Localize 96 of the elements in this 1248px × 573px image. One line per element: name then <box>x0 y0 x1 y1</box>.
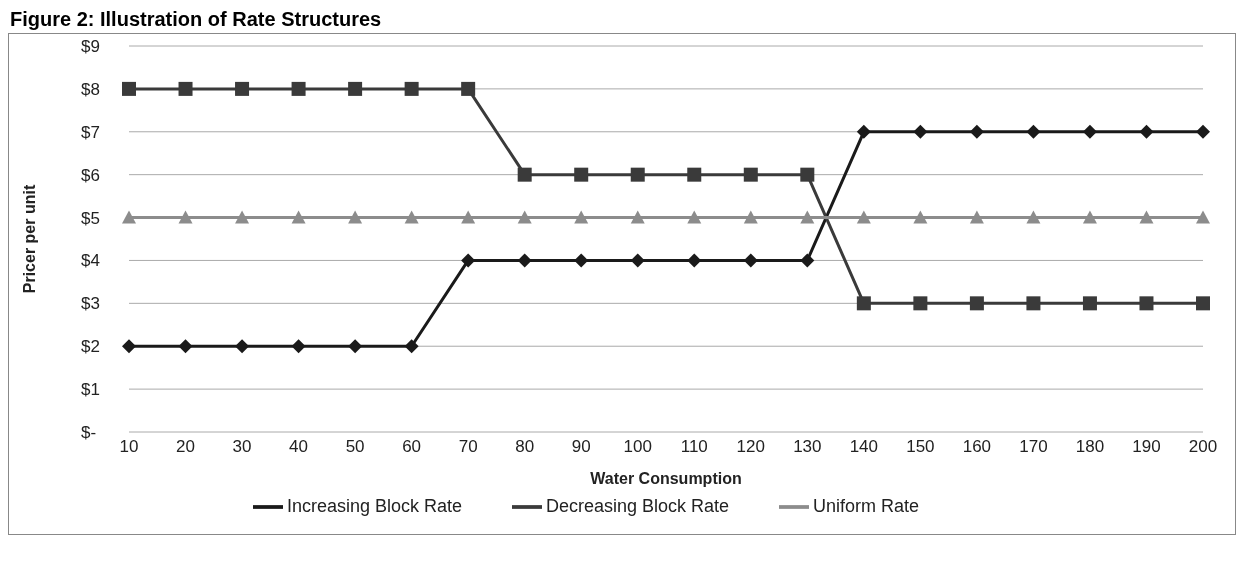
y-tick-label: $6 <box>81 165 100 185</box>
point <box>913 296 928 311</box>
y-tick-label: $1 <box>81 380 100 400</box>
legend-label: Uniform Rate <box>813 495 920 516</box>
point <box>630 167 645 182</box>
point <box>687 210 702 224</box>
point <box>1196 210 1210 224</box>
x-tick-label: 50 <box>345 437 365 457</box>
legend-label: Decreasing Block Rate <box>545 495 730 516</box>
point <box>630 210 645 224</box>
x-tick-label: 30 <box>232 437 252 457</box>
x-tick-label: 200 <box>1188 437 1218 457</box>
point <box>291 210 306 224</box>
y-tick-label: $9 <box>81 37 100 57</box>
y-axis-title: Pricer per unit <box>20 184 38 294</box>
point <box>687 167 702 182</box>
point <box>404 81 419 96</box>
point <box>1082 124 1097 139</box>
x-tick-label: 190 <box>1132 437 1161 457</box>
x-tick-label: 70 <box>458 437 478 457</box>
x-tick-label: 160 <box>962 437 992 457</box>
x-tick-label: 40 <box>289 437 309 457</box>
x-tick-label: 20 <box>176 437 195 457</box>
point <box>856 124 871 139</box>
point <box>291 339 306 354</box>
x-tick-label: 150 <box>906 437 935 457</box>
point <box>969 210 984 224</box>
chart-title: Figure 2: Illustration of Rate Structures <box>10 8 383 31</box>
point <box>743 253 758 268</box>
y-tick-label: $3 <box>81 294 100 314</box>
point <box>969 296 984 311</box>
point <box>1139 210 1154 224</box>
point <box>461 81 476 96</box>
point <box>235 210 250 224</box>
point <box>348 210 363 224</box>
point <box>291 81 306 96</box>
point <box>517 210 532 224</box>
point <box>800 253 815 268</box>
x-tick-label: 110 <box>680 437 708 457</box>
point <box>348 339 363 354</box>
point <box>630 253 645 268</box>
y-tick-label: $2 <box>81 337 100 357</box>
point <box>178 81 193 96</box>
point <box>800 167 815 182</box>
point <box>178 339 193 354</box>
point <box>1026 124 1041 139</box>
point <box>178 210 193 224</box>
y-tick-label: $5 <box>81 208 100 228</box>
point <box>1196 296 1210 311</box>
point <box>856 296 871 311</box>
point <box>517 167 532 182</box>
y-tick-label: $7 <box>81 122 100 142</box>
x-tick-label: 140 <box>849 437 879 457</box>
x-axis-title: Water Consumption <box>590 470 742 487</box>
point <box>517 253 532 268</box>
point <box>1139 296 1154 311</box>
point <box>461 253 476 268</box>
point <box>1026 210 1041 224</box>
point <box>913 210 928 224</box>
y-tick-label: $- <box>81 423 97 443</box>
point <box>235 339 250 354</box>
x-tick-label: 100 <box>623 437 652 457</box>
point <box>856 210 871 224</box>
point <box>743 210 758 224</box>
x-tick-label: 120 <box>736 437 765 457</box>
point <box>235 81 250 96</box>
legend-label: Increasing Block Rate <box>286 495 462 516</box>
x-tick-label: 60 <box>402 437 422 457</box>
x-tick-label: 180 <box>1075 437 1105 457</box>
point <box>574 167 589 182</box>
y-tick-label: $8 <box>81 79 100 99</box>
point <box>461 210 476 224</box>
point <box>122 210 136 224</box>
point <box>913 124 928 139</box>
point <box>969 124 984 139</box>
point <box>348 81 363 96</box>
x-tick-label: 10 <box>119 437 139 457</box>
x-tick-label: 80 <box>515 437 535 457</box>
x-tick-label: 90 <box>571 437 591 457</box>
x-tick-label: 170 <box>1019 437 1048 457</box>
point <box>1082 210 1097 224</box>
point <box>800 210 815 224</box>
point <box>404 210 419 224</box>
y-tick-label: $4 <box>81 251 100 271</box>
point <box>743 167 758 182</box>
point <box>1196 124 1210 139</box>
point <box>122 339 136 354</box>
point <box>574 253 589 268</box>
point <box>574 210 589 224</box>
point <box>404 339 419 354</box>
point <box>1139 124 1154 139</box>
point <box>1082 296 1097 311</box>
point <box>1026 296 1041 311</box>
x-tick-label: 130 <box>793 437 822 457</box>
point <box>687 253 702 268</box>
point <box>122 81 136 96</box>
